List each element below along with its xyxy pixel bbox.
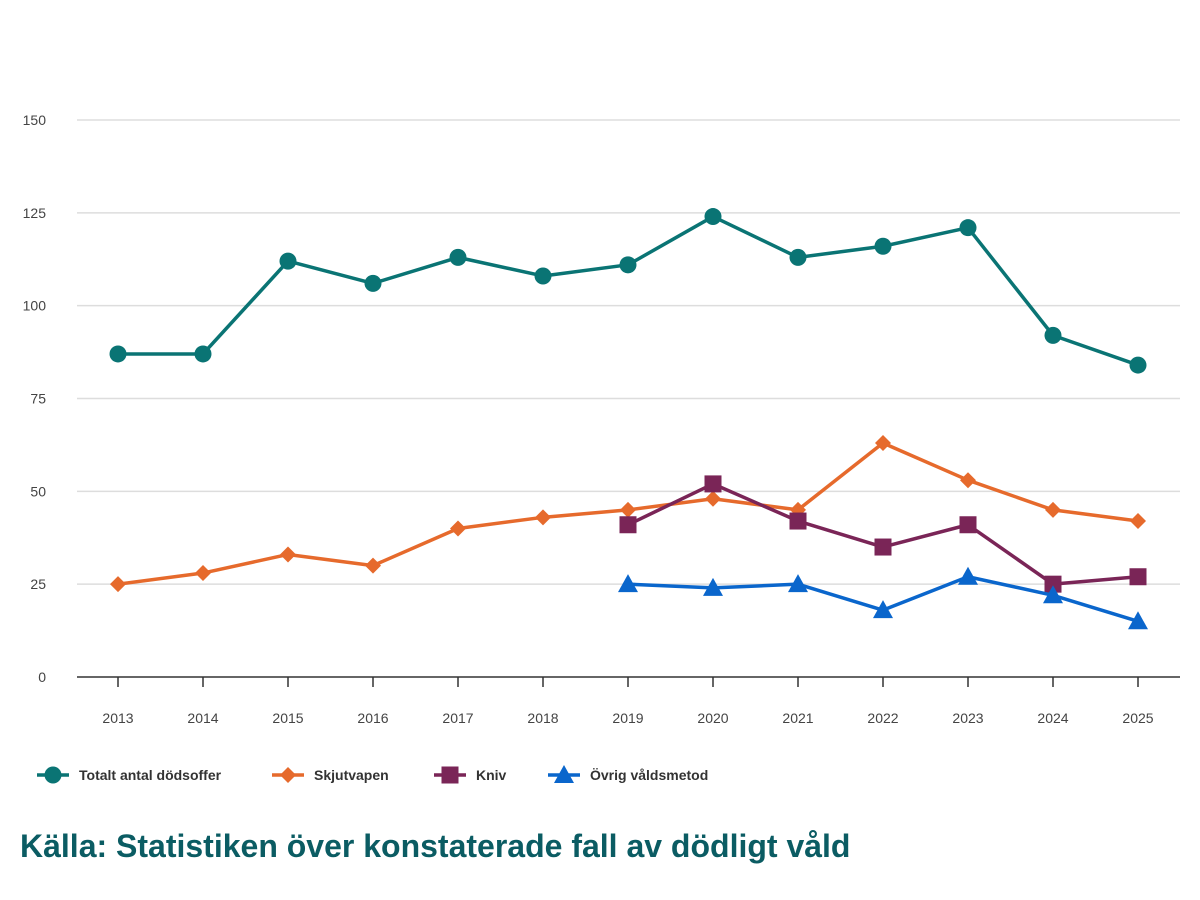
x-tick-label-2018: 2018 xyxy=(527,710,558,726)
series-4-point-2019 xyxy=(618,574,638,593)
series-2-point-2021 xyxy=(790,501,806,518)
series-3-point-2025 xyxy=(1129,568,1147,586)
legend-marker-3 xyxy=(441,766,459,784)
y-tick-label-100: 100 xyxy=(23,298,47,314)
series-1-point-2018 xyxy=(534,267,552,285)
legend-item-2: Skjutvapen xyxy=(272,767,389,783)
series-4-point-2020 xyxy=(703,577,723,596)
series-3-point-2021 xyxy=(789,512,807,530)
series-1 xyxy=(109,208,1147,374)
legend-label-1: Totalt antal dödsoffer xyxy=(79,767,222,783)
series-3 xyxy=(619,475,1147,593)
series-1-point-2023 xyxy=(959,219,977,237)
x-tick-label-2023: 2023 xyxy=(952,710,983,726)
series-1-line xyxy=(118,214,1139,367)
series-3-point-2020 xyxy=(704,475,722,493)
series-3-point-2022 xyxy=(874,538,892,556)
series-2-point-2024 xyxy=(1045,501,1061,518)
series-2-point-2020 xyxy=(705,490,721,507)
legend-marker-2 xyxy=(280,767,296,783)
x-tick-label-2016: 2016 xyxy=(357,710,388,726)
series-1-point-2013 xyxy=(109,345,127,363)
legend-marker-1 xyxy=(44,766,62,784)
x-tick-label-2025: 2025 xyxy=(1122,710,1153,726)
x-tick-label-2021: 2021 xyxy=(782,710,813,726)
series-1-point-2022 xyxy=(874,237,892,255)
series-1-point-2015 xyxy=(279,252,297,270)
x-tick-label-2022: 2022 xyxy=(867,710,898,726)
series-1-point-2019 xyxy=(619,256,637,274)
x-tick-label-2019: 2019 xyxy=(612,710,643,726)
series-4-point-2025 xyxy=(1128,611,1148,630)
series-4-point-2021 xyxy=(788,574,808,593)
series-2-point-2013 xyxy=(110,576,126,593)
series-1-point-2020 xyxy=(704,208,722,226)
series-1-point-2016 xyxy=(364,274,382,292)
y-tick-label-25: 25 xyxy=(30,576,46,592)
series-1-point-2021 xyxy=(789,248,807,266)
series-2-point-2017 xyxy=(450,520,466,537)
y-tick-label-75: 75 xyxy=(30,391,46,407)
legend-item-4: Övrig våldsmetod xyxy=(548,765,708,783)
x-tick-label-2017: 2017 xyxy=(442,710,473,726)
x-tick-label-2024: 2024 xyxy=(1037,710,1068,726)
series-1-point-2017 xyxy=(449,248,467,266)
x-tick-label-2020: 2020 xyxy=(697,710,728,726)
series-3-point-2023 xyxy=(959,516,977,534)
y-tick-label-125: 125 xyxy=(23,205,47,221)
legend-label-3: Kniv xyxy=(476,767,507,783)
series-4-point-2024 xyxy=(1043,585,1063,604)
y-tick-label-50: 50 xyxy=(30,483,46,499)
series-1-point-2025 xyxy=(1129,356,1147,374)
series-2-point-2023 xyxy=(960,472,976,489)
x-tick-label-2014: 2014 xyxy=(187,710,218,726)
source-caption: Källa: Statistiken över konstaterade fal… xyxy=(20,828,851,864)
series-1-point-2014 xyxy=(194,345,212,363)
series-4-point-2022 xyxy=(873,600,893,619)
x-tick-label-2015: 2015 xyxy=(272,710,303,726)
series-4-point-2023 xyxy=(958,566,978,585)
x-tick-label-2013: 2013 xyxy=(102,710,133,726)
y-tick-label-150: 150 xyxy=(23,112,47,128)
legend-label-4: Övrig våldsmetod xyxy=(590,767,708,783)
y-tick-label-0: 0 xyxy=(38,669,46,685)
series-2-point-2015 xyxy=(280,546,296,563)
series-2-point-2016 xyxy=(365,557,381,574)
legend-label-2: Skjutvapen xyxy=(314,767,389,783)
series-2-point-2014 xyxy=(195,565,211,582)
series-2-point-2019 xyxy=(620,501,636,518)
series-3-point-2019 xyxy=(619,516,637,534)
legend-item-3: Kniv xyxy=(434,766,507,784)
series-1-point-2024 xyxy=(1044,326,1062,344)
series-4 xyxy=(618,566,1148,630)
series-2-point-2022 xyxy=(875,435,891,452)
series-2-point-2018 xyxy=(535,509,551,526)
legend-marker-4 xyxy=(554,765,574,783)
series-2-point-2025 xyxy=(1130,513,1146,530)
legend-item-1: Totalt antal dödsoffer xyxy=(37,766,222,784)
series-3-point-2024 xyxy=(1044,575,1062,593)
series-2 xyxy=(110,435,1146,593)
